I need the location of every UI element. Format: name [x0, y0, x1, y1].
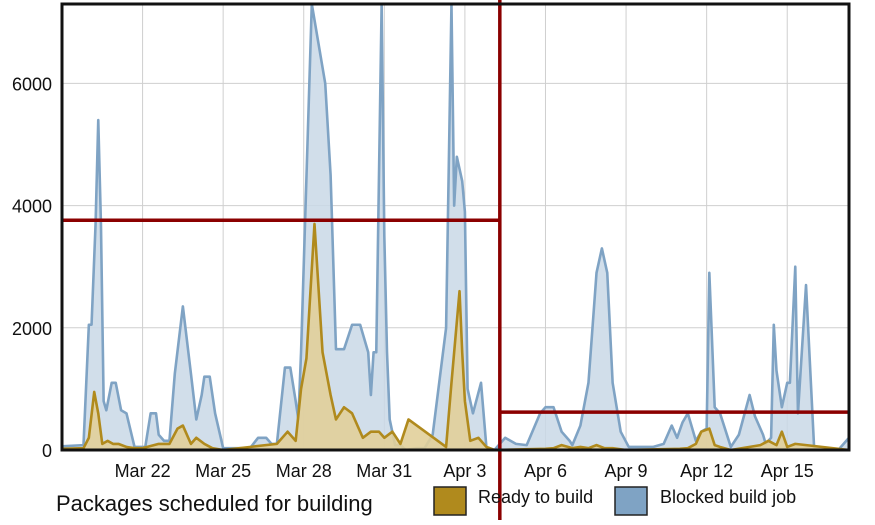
x-axis-ticks: Mar 22 Mar 25 Mar 28 Mar 31 Apr 3 Apr 6 Apr 9 A… [115, 461, 814, 481]
y-tick-label: 6000 [12, 74, 52, 94]
area-series [61, 2, 850, 452]
y-tick-label: 2000 [12, 319, 52, 339]
x-tick-label: Apr 3 [443, 461, 486, 481]
plot-frame [60, 2, 851, 452]
x-tick-label: Mar 31 [356, 461, 412, 481]
y-axis-ticks: 0 2000 4000 6000 [12, 74, 52, 461]
reference-lines [62, 0, 849, 520]
x-tick-label: Apr 9 [605, 461, 648, 481]
x-tick-label: Apr 15 [761, 461, 814, 481]
x-tick-label: Apr 6 [524, 461, 567, 481]
series-area-blocked [62, 4, 849, 450]
series-area-ready [62, 223, 849, 450]
x-tick-label: Mar 25 [195, 461, 251, 481]
x-tick-label: Mar 28 [276, 461, 332, 481]
x-tick-label: Apr 12 [680, 461, 733, 481]
chart-title: Packages scheduled for building [56, 491, 373, 516]
series-line-ready [61, 222, 850, 452]
legend-swatch-ready [433, 486, 467, 516]
legend-label-ready: Ready to build [478, 487, 593, 507]
y-tick-label: 4000 [12, 197, 52, 217]
series-line-blocked [61, 2, 850, 452]
legend-swatch-blocked [614, 486, 648, 516]
x-tick-label: Mar 22 [115, 461, 171, 481]
legend-label-blocked: Blocked build job [660, 487, 796, 507]
y-tick-label: 0 [42, 441, 52, 461]
